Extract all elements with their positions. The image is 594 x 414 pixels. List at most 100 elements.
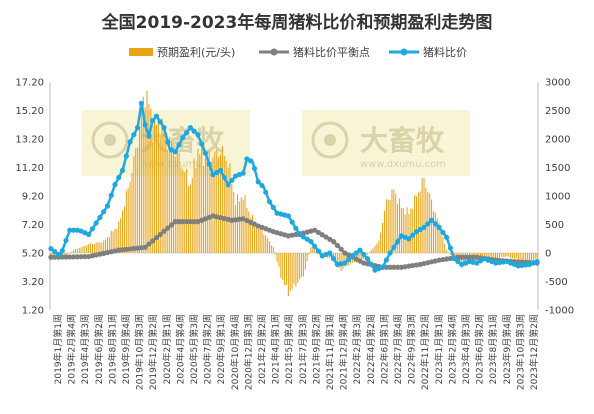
legend-marker-balance bbox=[270, 48, 278, 56]
ratio-point bbox=[210, 172, 216, 178]
right-tick-label: -500 bbox=[545, 277, 568, 288]
left-tick-label: 17.20 bbox=[15, 78, 44, 89]
profit-bar bbox=[255, 223, 257, 253]
ratio-point bbox=[217, 167, 224, 173]
balance-point bbox=[312, 227, 318, 233]
profit-bar bbox=[432, 211, 434, 253]
profit-bar bbox=[229, 163, 231, 253]
profit-bar bbox=[225, 160, 227, 253]
legend-label-profit: 预期盈利(元/头) bbox=[157, 46, 235, 59]
profit-bar bbox=[253, 221, 255, 253]
balance-point bbox=[387, 264, 393, 270]
balance-point bbox=[459, 254, 465, 260]
profit-bar bbox=[152, 142, 154, 253]
watermark-right-logo-icon bbox=[311, 121, 349, 159]
profit-bar bbox=[233, 191, 235, 253]
watermark-right: 大畜牧 www.dxumu.com bbox=[302, 110, 470, 176]
profit-bar bbox=[189, 184, 191, 253]
profit-bar bbox=[297, 253, 299, 284]
profit-bar bbox=[89, 243, 92, 253]
balance-point bbox=[119, 247, 126, 253]
profit-bar bbox=[186, 168, 188, 253]
profit-bar bbox=[206, 158, 208, 253]
profit-bar bbox=[282, 253, 284, 280]
profit-bar bbox=[410, 208, 412, 253]
profit-bar bbox=[76, 249, 78, 253]
profit-bar bbox=[101, 242, 103, 253]
profit-bar bbox=[221, 146, 223, 253]
watermark-left-url: www.dxumu.com bbox=[140, 159, 226, 170]
balance-point bbox=[334, 242, 340, 248]
ratio-point bbox=[308, 239, 314, 245]
ratio-point bbox=[523, 262, 529, 268]
profit-bar bbox=[383, 210, 385, 253]
profit-bar bbox=[521, 253, 523, 260]
balance-point bbox=[165, 225, 171, 231]
profit-bar bbox=[417, 192, 419, 253]
profit-bar bbox=[208, 150, 210, 253]
ratio-point bbox=[444, 234, 450, 240]
profit-bar bbox=[289, 253, 291, 291]
profit-bar bbox=[155, 124, 157, 254]
profit-bar bbox=[120, 218, 122, 253]
profit-bar bbox=[138, 126, 141, 253]
profit-bar bbox=[174, 156, 176, 253]
ratio-point bbox=[89, 226, 95, 232]
profit-bar bbox=[523, 253, 525, 260]
profit-bar bbox=[408, 213, 410, 253]
ratio-point bbox=[101, 209, 107, 215]
profit-bar bbox=[370, 249, 372, 253]
profit-bar bbox=[378, 240, 380, 253]
ratio-point bbox=[138, 100, 144, 106]
profit-bar bbox=[236, 194, 238, 253]
profit-bar bbox=[123, 206, 125, 253]
left-tick-label: 5.20 bbox=[22, 249, 44, 260]
x-tick-label: 2019年2月第4周 bbox=[66, 314, 78, 384]
ratio-point bbox=[165, 139, 171, 145]
ratio-point bbox=[116, 174, 122, 181]
profit-bar bbox=[344, 253, 346, 267]
profit-bar bbox=[425, 187, 427, 253]
ratio-point bbox=[496, 259, 502, 266]
balance-point bbox=[232, 217, 239, 223]
profit-bar bbox=[449, 253, 451, 255]
profit-bar bbox=[527, 253, 529, 261]
profit-bar bbox=[74, 249, 76, 253]
ratio-point bbox=[214, 169, 220, 176]
profit-bar bbox=[312, 247, 314, 253]
profit-bar bbox=[261, 230, 263, 253]
profit-bar bbox=[374, 245, 376, 253]
profit-bar bbox=[82, 245, 84, 253]
profit-bar bbox=[182, 169, 184, 253]
balance-point bbox=[70, 254, 77, 260]
x-tick-label: 2020年5月第3周 bbox=[188, 314, 200, 384]
profit-bar bbox=[122, 210, 124, 253]
profit-bar bbox=[510, 253, 512, 258]
profit-bar bbox=[197, 148, 199, 253]
balance-point bbox=[116, 247, 122, 253]
profit-bar bbox=[142, 96, 144, 253]
profit-bar bbox=[187, 186, 190, 253]
profit-bar bbox=[95, 242, 97, 253]
profit-bar bbox=[512, 253, 514, 259]
ratio-point bbox=[413, 229, 420, 235]
balance-point bbox=[515, 259, 521, 265]
profit-bar bbox=[314, 248, 316, 253]
x-tick-label: 2021年12月第4周 bbox=[338, 314, 350, 390]
profit-bar bbox=[404, 214, 406, 253]
profit-bar bbox=[372, 248, 374, 253]
balance-point bbox=[74, 254, 80, 260]
profit-bar bbox=[438, 222, 440, 253]
profit-bar bbox=[110, 230, 112, 253]
right-tick-label: 500 bbox=[545, 220, 564, 231]
balance-point bbox=[176, 219, 182, 225]
balance-point bbox=[323, 234, 329, 240]
balance-point bbox=[63, 254, 69, 260]
ratio-point bbox=[150, 117, 156, 124]
ratio-point bbox=[255, 179, 261, 185]
profit-bar bbox=[263, 234, 265, 253]
x-tick-label: 2022年6月第1周 bbox=[378, 314, 390, 384]
profit-bar bbox=[532, 253, 534, 261]
ratio-point bbox=[119, 167, 126, 173]
x-tick-label: 2022年2月第3周 bbox=[351, 314, 363, 384]
